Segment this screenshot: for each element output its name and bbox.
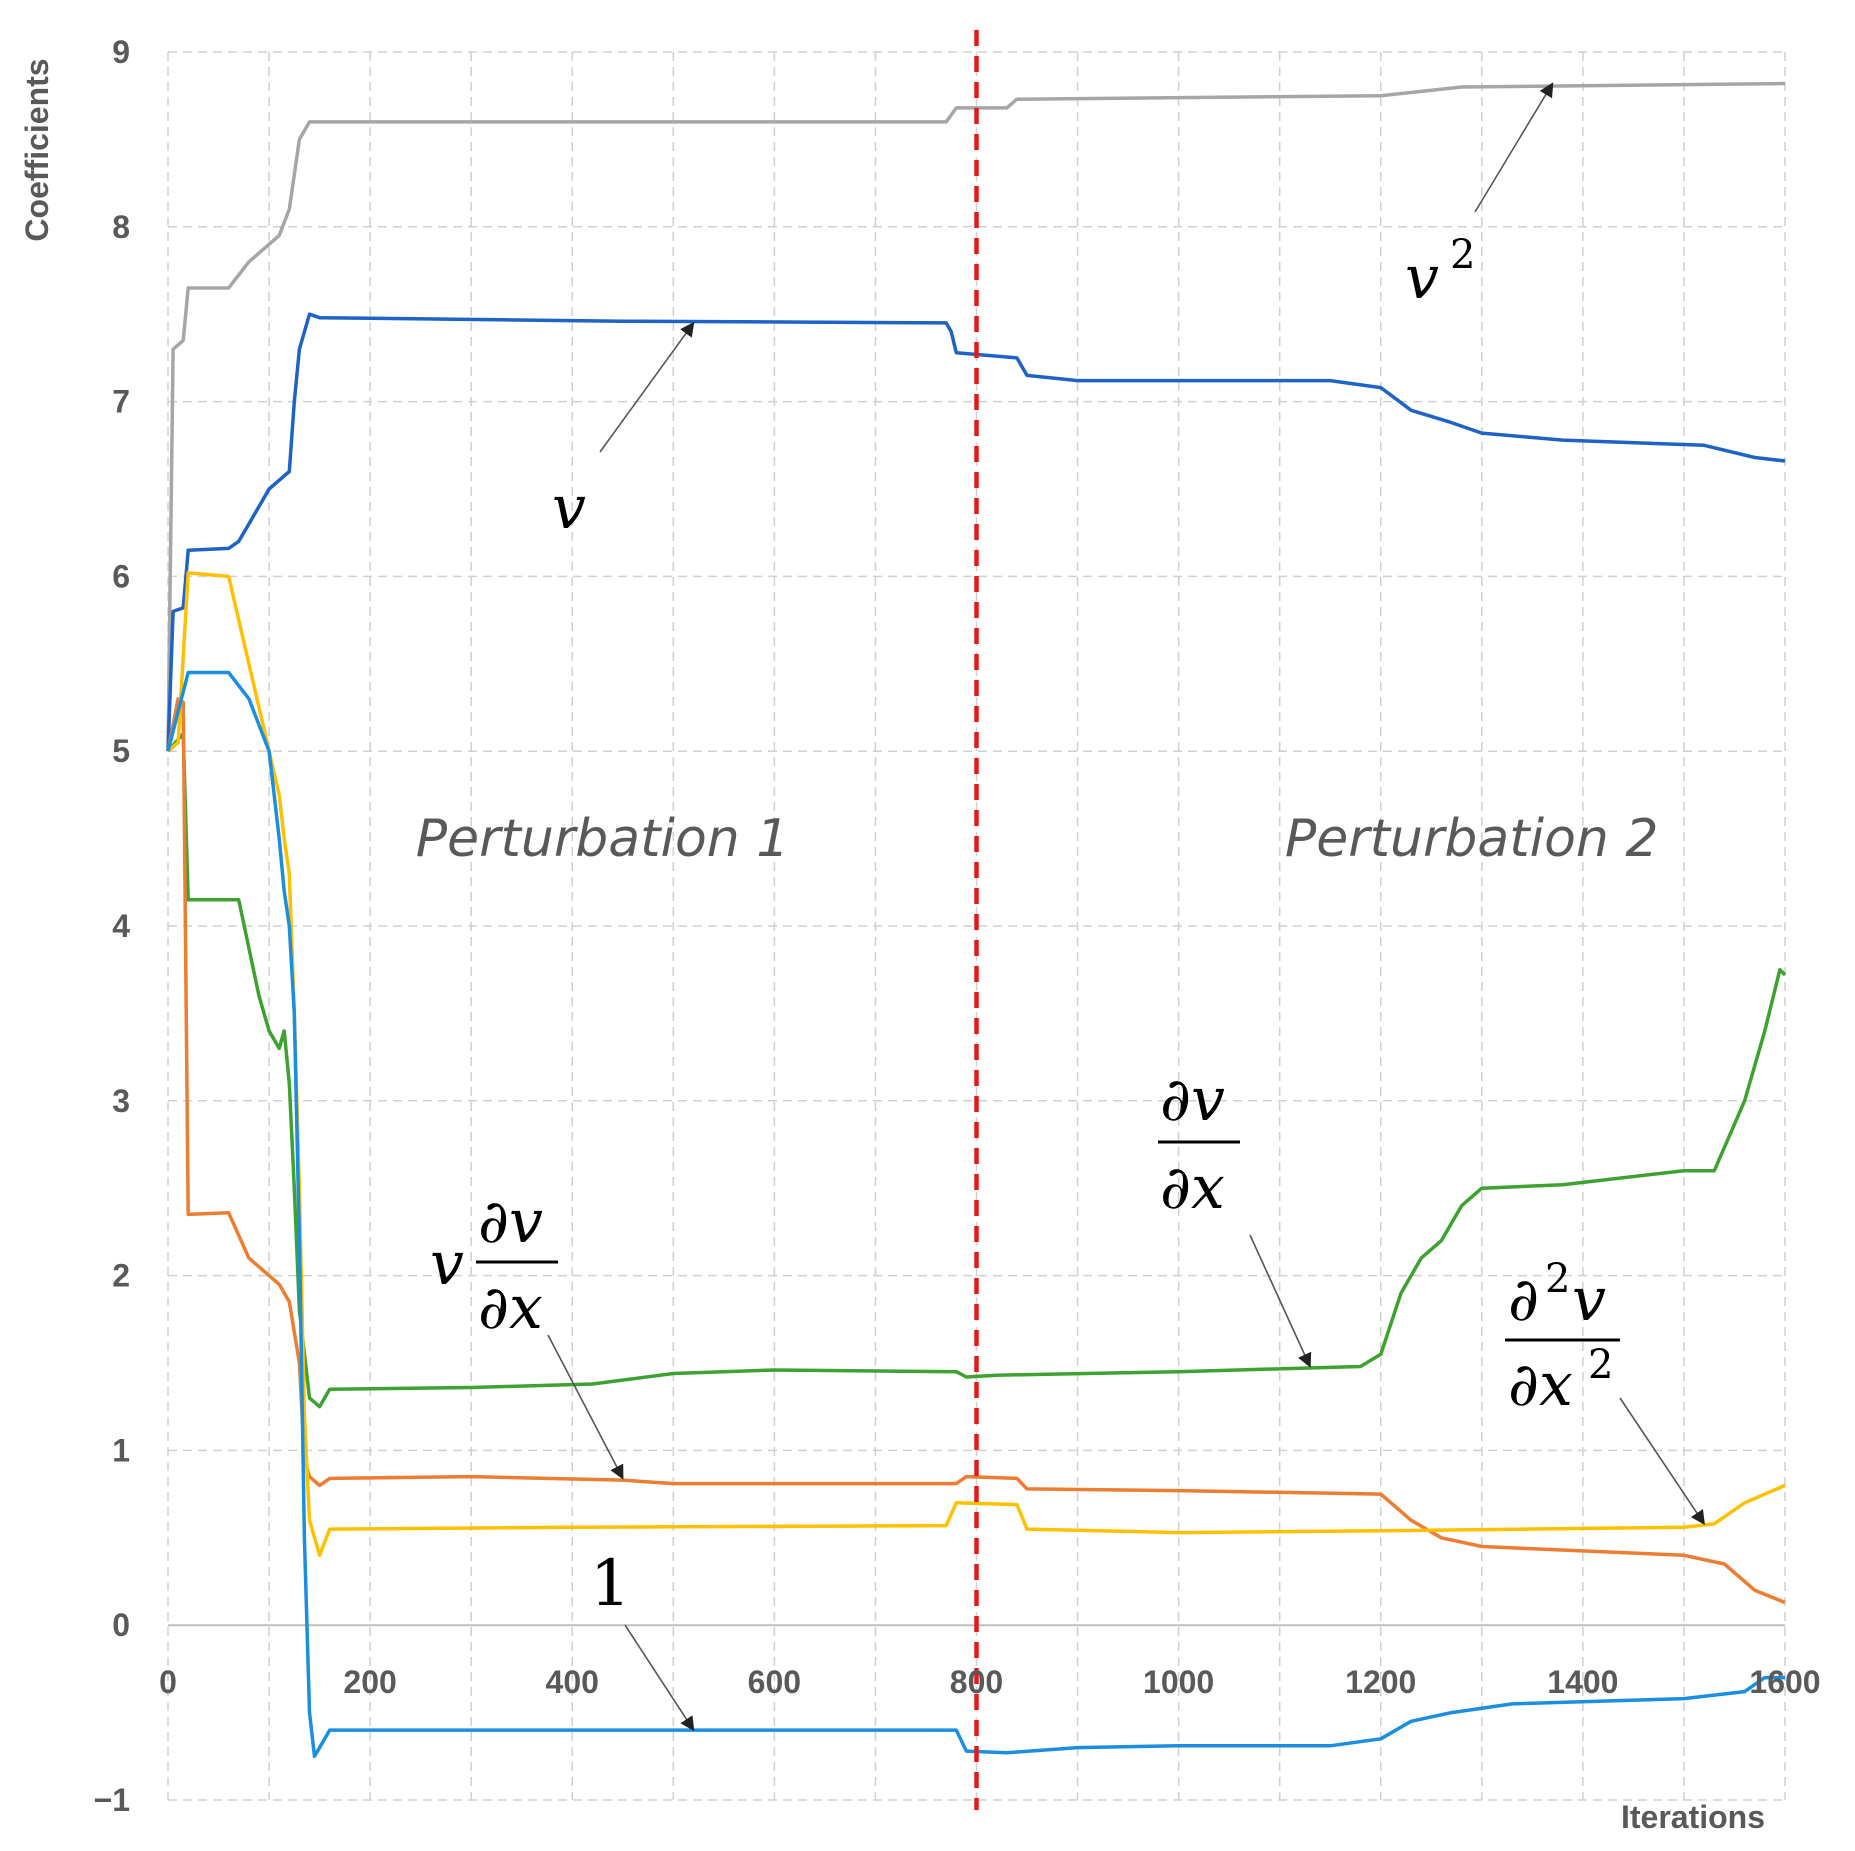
svg-text:v: v <box>1405 243 1439 313</box>
x-tick-label: 1600 <box>1749 1664 1820 1700</box>
svg-text:∂x: ∂x <box>1508 1350 1573 1420</box>
x-tick-label: 0 <box>159 1664 177 1700</box>
y-axis-title: Coefficients <box>19 58 55 241</box>
svg-text:2: 2 <box>1450 232 1475 278</box>
svg-text:v: v <box>552 473 586 543</box>
svg-text:v: v <box>430 1229 464 1299</box>
label-one: 1 <box>590 1547 631 1621</box>
x-tick-label: 400 <box>546 1664 599 1700</box>
y-tick-label: 6 <box>112 558 130 594</box>
svg-text:v: v <box>1572 1265 1606 1335</box>
grid <box>167 51 1786 1801</box>
x-axis-title: Iterations <box>1621 1799 1765 1835</box>
annotation-arrow <box>1249 1234 1312 1368</box>
svg-text:∂: ∂ <box>1508 1265 1539 1335</box>
series-line-v <box>166 312 1786 752</box>
annotation-arrows <box>547 82 1705 1732</box>
y-tick-label: 4 <box>112 908 130 944</box>
label-dv-dx: ∂v ∂x <box>1158 1065 1240 1223</box>
x-tick-label: 1000 <box>1143 1664 1214 1700</box>
series-line-1 <box>166 670 1785 1759</box>
annotation-arrow <box>599 321 695 453</box>
y-tick-label: 3 <box>112 1083 130 1119</box>
region-label-perturbation-1: Perturbation 1 <box>416 809 790 869</box>
series-line-v-2 <box>166 81 1786 752</box>
series-line-v-dv-dx <box>166 697 1786 1605</box>
annotation-arrow <box>1474 82 1554 213</box>
svg-text:∂x: ∂x <box>478 1273 543 1343</box>
svg-text:1: 1 <box>590 1547 631 1621</box>
label-v-dv-dx: v ∂v ∂x <box>430 1187 558 1343</box>
svg-text:∂v: ∂v <box>1160 1065 1225 1135</box>
y-tick-label: 8 <box>112 209 130 245</box>
annotation-arrow <box>624 1624 695 1732</box>
label-d2v-dx2: ∂ 2 v ∂x 2 <box>1505 1256 1620 1420</box>
y-tick-label: 7 <box>112 384 130 420</box>
x-tick-label: 1400 <box>1547 1664 1618 1700</box>
annotation-arrow <box>547 1334 624 1480</box>
x-tick-label: 800 <box>950 1664 1003 1700</box>
label-v-squared: v 2 <box>1405 232 1475 313</box>
series-line-dv-dx <box>166 731 1787 1409</box>
series-layer <box>166 81 1787 1759</box>
svg-text:∂v: ∂v <box>478 1187 543 1257</box>
svg-text:2: 2 <box>1545 1256 1570 1302</box>
y-tick-label: 1 <box>112 1432 130 1468</box>
y-tick-labels: −1 0 1 2 3 4 5 6 7 8 9 <box>94 34 131 1818</box>
annotation-arrow <box>1619 1397 1705 1526</box>
x-tick-label: 600 <box>748 1664 801 1700</box>
y-tick-label: −1 <box>94 1782 130 1818</box>
x-tick-label: 1200 <box>1345 1664 1416 1700</box>
y-tick-label: 9 <box>112 34 130 70</box>
svg-text:∂x: ∂x <box>1160 1153 1225 1223</box>
label-v: v <box>552 473 586 543</box>
x-tick-label: 200 <box>343 1664 396 1700</box>
series-line-d2v-dx2 <box>166 571 1786 1558</box>
y-tick-label: 5 <box>112 733 130 769</box>
svg-text:2: 2 <box>1588 1342 1613 1388</box>
region-label-perturbation-2: Perturbation 2 <box>1285 809 1659 869</box>
x-tick-labels: 0 200 400 600 800 1000 1200 1400 1600 <box>159 1664 1820 1700</box>
y-tick-label: 0 <box>112 1607 130 1643</box>
y-tick-label: 2 <box>112 1258 130 1294</box>
